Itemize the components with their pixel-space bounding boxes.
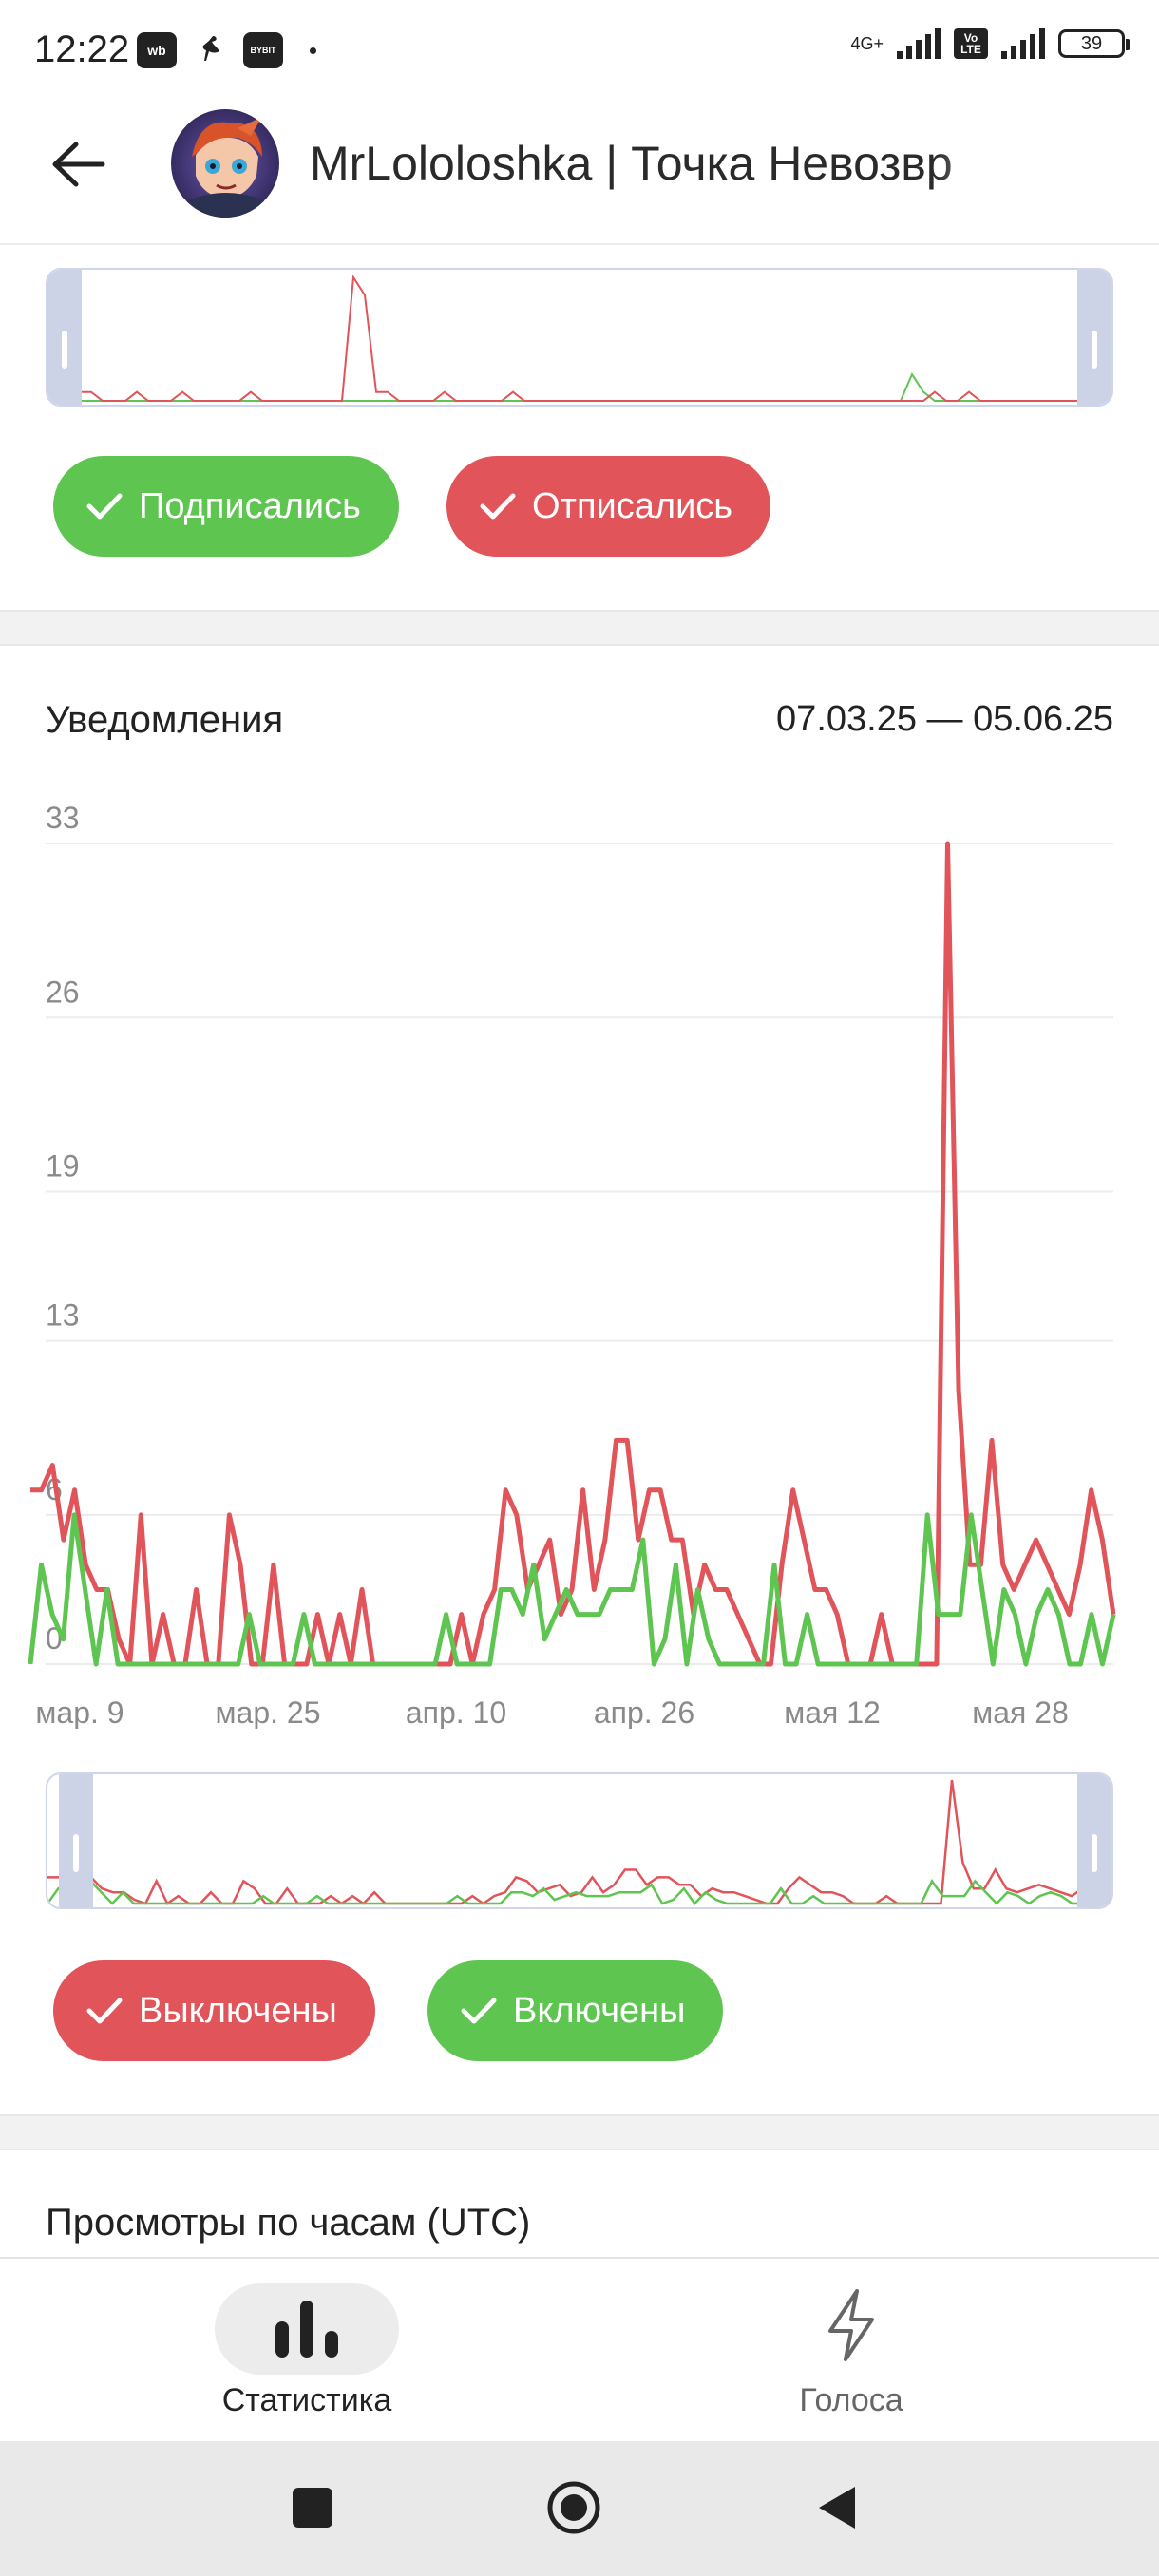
back-triangle-icon[interactable] xyxy=(815,2483,859,2532)
signal-strength-2-icon xyxy=(1001,28,1045,59)
x-tick-label: апр. 26 xyxy=(594,1695,694,1729)
check-icon xyxy=(461,1998,497,2024)
range-handle-right[interactable] xyxy=(1077,270,1112,405)
volte-icon: Vo LTE xyxy=(954,28,988,59)
mini-series-line xyxy=(48,1779,1112,1905)
x-tick-label: мая 28 xyxy=(972,1695,1069,1729)
range-handle-left[interactable] xyxy=(59,1774,93,1907)
y-tick-label: 33 xyxy=(46,801,80,835)
status-time: 12:22 xyxy=(34,28,130,70)
status-icons: 4G+ Vo LTE 39 xyxy=(850,28,1130,59)
network-type: 4G+ xyxy=(850,34,884,53)
signal-strength-icon xyxy=(897,28,940,59)
section-divider xyxy=(0,2114,1159,2150)
check-icon xyxy=(480,493,516,520)
battery-level: 39 xyxy=(1080,32,1103,54)
y-tick-label: 13 xyxy=(46,1298,80,1333)
home-icon[interactable] xyxy=(545,2479,602,2536)
y-tick-label: 19 xyxy=(46,1149,80,1184)
ostrich-icon xyxy=(202,36,219,61)
notification-dot-icon xyxy=(310,47,316,54)
series-line-enabled xyxy=(28,1512,1116,1667)
bar-chart-icon[interactable] xyxy=(274,2299,340,2359)
subscriptions-mini-chart xyxy=(80,275,1083,402)
lightning-icon[interactable] xyxy=(823,2287,880,2363)
section-divider xyxy=(0,610,1159,646)
status-bar: 12:22 wb BYBIT 4G+ Vo LTE 39 xyxy=(0,0,1159,95)
x-tick-label: мая 12 xyxy=(784,1695,881,1729)
hourly-views-title: Просмотры по часам (UTC) xyxy=(46,2202,531,2244)
back-arrow-icon[interactable] xyxy=(49,141,106,188)
legend-label: Подписались xyxy=(139,485,361,526)
legend-label: Включены xyxy=(513,1990,686,2031)
range-handle-left[interactable] xyxy=(48,270,82,405)
x-tick-label: мар. 25 xyxy=(216,1695,321,1729)
check-icon xyxy=(86,1998,123,2024)
notifications-range-navigator[interactable] xyxy=(46,1772,1113,1909)
recents-icon[interactable] xyxy=(293,2488,332,2528)
mini-series-line xyxy=(48,1878,1112,1905)
legend-toggle-disabled[interactable]: Выключены xyxy=(53,1960,375,2061)
battery-icon: 39 xyxy=(1058,29,1130,58)
wb-app-badge: wb xyxy=(137,32,177,68)
notifications-mini-chart xyxy=(48,1779,1112,1905)
y-tick-label: 26 xyxy=(46,975,80,1009)
channel-avatar[interactable] xyxy=(171,109,279,218)
legend-toggle-unsubscribed[interactable]: Отписались xyxy=(446,456,771,557)
tab-statistics[interactable]: Статистика xyxy=(221,2382,392,2418)
range-handle-right[interactable] xyxy=(1077,1774,1112,1907)
legend-toggle-subscribed[interactable]: Подписались xyxy=(53,456,399,557)
bybit-app-badge: BYBIT xyxy=(243,32,283,68)
series-line-disabled xyxy=(30,841,1116,1667)
legend-label: Выключены xyxy=(139,1990,337,2031)
notifications-title: Уведомления xyxy=(46,699,284,741)
legend-label: Отписались xyxy=(532,485,733,526)
check-icon xyxy=(86,493,123,520)
tab-votes[interactable]: Голоса xyxy=(799,2382,903,2418)
legend-toggle-enabled[interactable]: Включены xyxy=(428,1960,724,2061)
subscriptions-range-navigator[interactable] xyxy=(46,268,1113,407)
x-tick-label: мар. 9 xyxy=(35,1695,124,1729)
notifications-date-range[interactable]: 07.03.25 — 05.06.25 xyxy=(776,699,1113,739)
x-tick-label: апр. 10 xyxy=(406,1695,506,1729)
bottom-navigation xyxy=(0,2257,1159,2443)
channel-title: MrLololoshka | Точка Невозвр xyxy=(310,137,953,190)
